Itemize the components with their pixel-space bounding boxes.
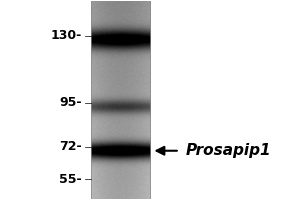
Text: 95-: 95-: [59, 96, 82, 109]
Text: Prosapip1: Prosapip1: [186, 143, 271, 158]
Text: 72-: 72-: [59, 140, 82, 153]
Text: 55-: 55-: [59, 173, 82, 186]
Text: 130-: 130-: [50, 29, 82, 42]
